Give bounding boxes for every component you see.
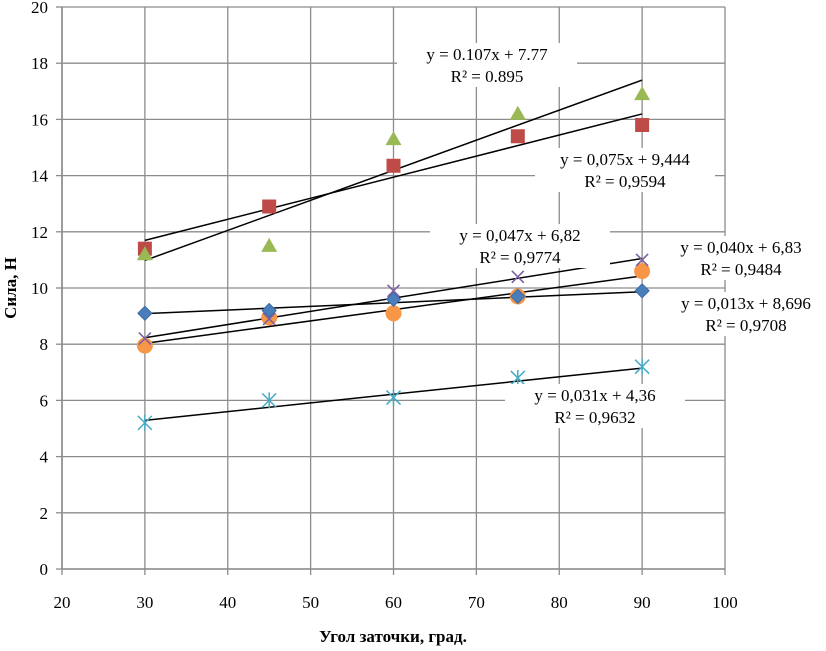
trendline-labels: y = 0,013x + 8,696 R² = 0,9708 y = 0,075x …: [397, 43, 826, 428]
y-tick-label: 8: [40, 335, 49, 354]
x-tick-label: 100: [712, 593, 738, 612]
trend-r2: R² = 0,9594: [584, 172, 666, 191]
trend-r2: R² = 0,9484: [700, 260, 782, 279]
x-tick-label: 30: [136, 593, 153, 612]
series-square-trend-label: y = 0,075x + 9,444 R² = 0,9594: [535, 148, 715, 192]
series-square-point: [262, 199, 277, 214]
x-tick-label: 40: [219, 593, 236, 612]
series-diamond-point: [385, 291, 402, 307]
series-x-trend-label: y = 0,047x + 6,82 R² = 0,9774: [430, 224, 610, 268]
series-x-point: [386, 284, 401, 298]
series-triangle-point: [634, 86, 651, 101]
trend-r2: R² = 0,9774: [479, 248, 561, 267]
series-star-point: [137, 414, 153, 431]
series-triangle-trend-label: y = 0.107x + 7.77 R² = 0.895: [397, 43, 577, 87]
series-circle-point: [634, 263, 651, 280]
trend-r2: R² = 0.895: [451, 67, 524, 86]
y-tick-label: 14: [31, 167, 49, 186]
x-tick-label: 60: [385, 593, 402, 612]
series-star-trend-label: y = 0,031x + 4,36 R² = 0,9632: [505, 384, 685, 428]
series-x-point: [138, 332, 152, 346]
series-x-point: [511, 270, 525, 284]
series-diamond-trend-label: y = 0,013x + 8,696 R² = 0,9708: [656, 292, 826, 336]
trend-equation: y = 0,075x + 9,444: [560, 150, 690, 169]
series-diamond-point: [634, 283, 650, 299]
series-diamond-point: [261, 302, 277, 319]
series-star-point: [261, 392, 277, 409]
series-diamond-point: [137, 305, 153, 321]
x-tick-label: 80: [551, 593, 568, 612]
y-tick-label: 20: [31, 0, 48, 17]
series-triangle-point: [509, 105, 526, 120]
series-star-point: [385, 389, 402, 406]
trend-r2: R² = 0,9708: [705, 316, 786, 335]
trend-equation: y = 0,047x + 6,82: [459, 226, 580, 245]
grid: [61, 6, 726, 570]
series-square-point: [635, 118, 650, 133]
trend-equation: y = 0,031x + 4,36: [534, 386, 655, 405]
series-square-point: [386, 158, 401, 173]
x-tick-label: 90: [634, 593, 651, 612]
y-axis-title: Сила, Н: [1, 257, 20, 319]
data-markers: [136, 86, 651, 431]
x-tick-labels: 20 30 40 50 60 70 80 90 100: [54, 593, 738, 612]
x-tick-label: 20: [54, 593, 71, 612]
series-star-point: [634, 358, 650, 375]
trend-r2: R² = 0,9632: [554, 408, 635, 427]
series-circle-point: [385, 305, 402, 322]
series-x-point: [635, 253, 649, 267]
y-tick-label: 4: [40, 448, 49, 467]
x-tick-label: 70: [468, 593, 485, 612]
y-tick-label: 10: [31, 279, 48, 298]
y-tick-label: 2: [40, 504, 49, 523]
series-triangle-point: [261, 237, 278, 252]
series-square-trendline: [144, 113, 643, 242]
series-circle-trend-label: y = 0,040x + 6,83 R² = 0,9484: [651, 236, 826, 280]
trend-equation: y = 0.107x + 7.77: [426, 45, 548, 64]
y-tick-label: 18: [31, 54, 48, 73]
series-triangle-point: [385, 131, 402, 146]
x-axis-title: Угол заточки, град.: [319, 627, 467, 646]
series-circle-point: [136, 337, 153, 354]
series-diamond-point: [510, 288, 526, 305]
series-square-point: [510, 129, 525, 144]
y-tick-label: 6: [40, 391, 49, 410]
trend-equation: y = 0,013x + 8,696: [681, 294, 811, 313]
x-tick-label: 50: [302, 593, 319, 612]
trend-equation: y = 0,040x + 6,83: [680, 238, 801, 257]
series-triangle-point: [136, 246, 153, 261]
series-x-point: [262, 312, 276, 326]
y-tick-label: 12: [31, 223, 48, 242]
y-tick-label: 16: [31, 110, 48, 129]
axes: [56, 6, 726, 575]
y-tick-labels: 0 2 4 6 8 10 12 14 16 18 20: [31, 0, 49, 579]
series-star-point: [510, 369, 526, 386]
y-tick-label: 0: [40, 560, 49, 579]
